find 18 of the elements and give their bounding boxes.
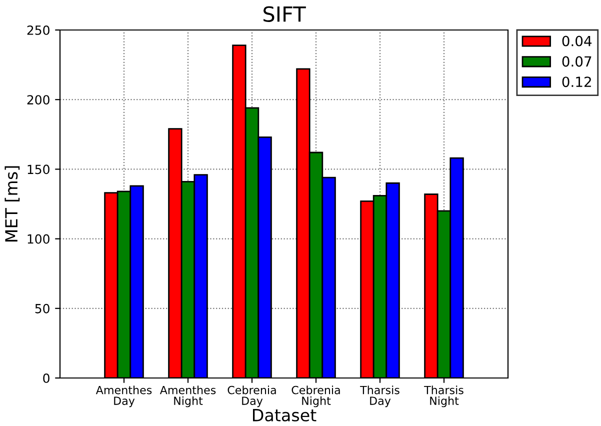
legend-label: 0.04: [562, 36, 592, 46]
y-tick-label: 200: [27, 95, 50, 105]
x-tick-label: Cebrenia Day: [228, 386, 276, 408]
x-tick-label: Tharsis Day: [360, 386, 400, 408]
chart-title: SIFT: [264, 6, 306, 22]
x-tick-label: Tharsis Night: [424, 386, 464, 408]
y-axis-title: MET [ms]: [4, 166, 20, 242]
x-tick-label: Cebrenia Night: [292, 386, 340, 408]
x-tick-label: Amenthes Night: [160, 386, 216, 408]
y-tick-label: 250: [27, 25, 50, 35]
legend-label: 0.12: [562, 76, 591, 88]
x-tick-label: Amenthes Day: [96, 386, 152, 408]
legend-label: 0.07: [562, 56, 592, 67]
y-tick-label: 100: [28, 234, 50, 244]
y-tick-label: 0: [43, 373, 50, 383]
x-axis-title: Dataset: [253, 409, 316, 422]
y-tick-label: 150: [28, 164, 50, 174]
y-tick-label: 50: [35, 304, 50, 314]
